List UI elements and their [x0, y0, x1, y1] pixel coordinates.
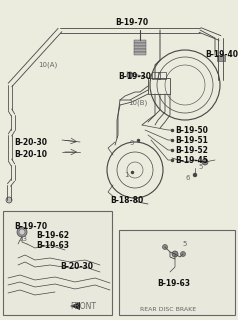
Text: B-19-70: B-19-70 — [115, 18, 148, 27]
Text: B-19-63: B-19-63 — [157, 279, 190, 288]
Text: 5: 5 — [182, 241, 186, 247]
Bar — [134, 49, 146, 52]
Text: 6: 6 — [186, 175, 190, 181]
Bar — [134, 46, 146, 49]
Text: 33: 33 — [18, 236, 27, 242]
Text: FRONT: FRONT — [70, 302, 96, 311]
Circle shape — [127, 72, 133, 78]
Bar — [217, 55, 225, 61]
Bar — [148, 78, 170, 94]
Text: REAR DISC BRAKE: REAR DISC BRAKE — [140, 307, 196, 312]
Circle shape — [202, 159, 208, 165]
Text: 5: 5 — [198, 164, 202, 170]
Text: B-19-63: B-19-63 — [36, 241, 69, 250]
Bar — [134, 52, 146, 54]
Bar — [134, 43, 146, 45]
Circle shape — [193, 173, 197, 177]
Text: B-19-52: B-19-52 — [175, 146, 208, 155]
Circle shape — [17, 227, 27, 237]
Circle shape — [180, 252, 185, 257]
Text: B-20-10: B-20-10 — [14, 150, 47, 159]
Text: 9: 9 — [130, 140, 134, 146]
Bar — [119, 230, 235, 315]
Text: B-19-45: B-19-45 — [175, 156, 208, 165]
Bar — [134, 40, 146, 43]
Text: 10(A): 10(A) — [38, 62, 57, 68]
Text: 1: 1 — [124, 172, 129, 178]
Bar — [3, 211, 112, 315]
Bar — [158, 72, 166, 79]
Circle shape — [163, 244, 168, 250]
Polygon shape — [70, 302, 80, 310]
Bar — [152, 72, 160, 79]
Circle shape — [6, 197, 12, 203]
Text: 10(B): 10(B) — [128, 100, 147, 107]
Text: B-20-30: B-20-30 — [14, 138, 47, 147]
Text: B-20-30: B-20-30 — [60, 262, 93, 271]
Circle shape — [19, 229, 25, 235]
Text: B-19-51: B-19-51 — [175, 136, 208, 145]
Text: B-19-50: B-19-50 — [175, 126, 208, 135]
Text: B-18-80: B-18-80 — [110, 196, 143, 205]
Text: B-19-70: B-19-70 — [14, 222, 47, 231]
Circle shape — [172, 251, 178, 257]
Text: B-19-62: B-19-62 — [36, 231, 69, 240]
Text: B-19-30: B-19-30 — [118, 72, 151, 81]
Text: B-19-40: B-19-40 — [205, 50, 238, 59]
